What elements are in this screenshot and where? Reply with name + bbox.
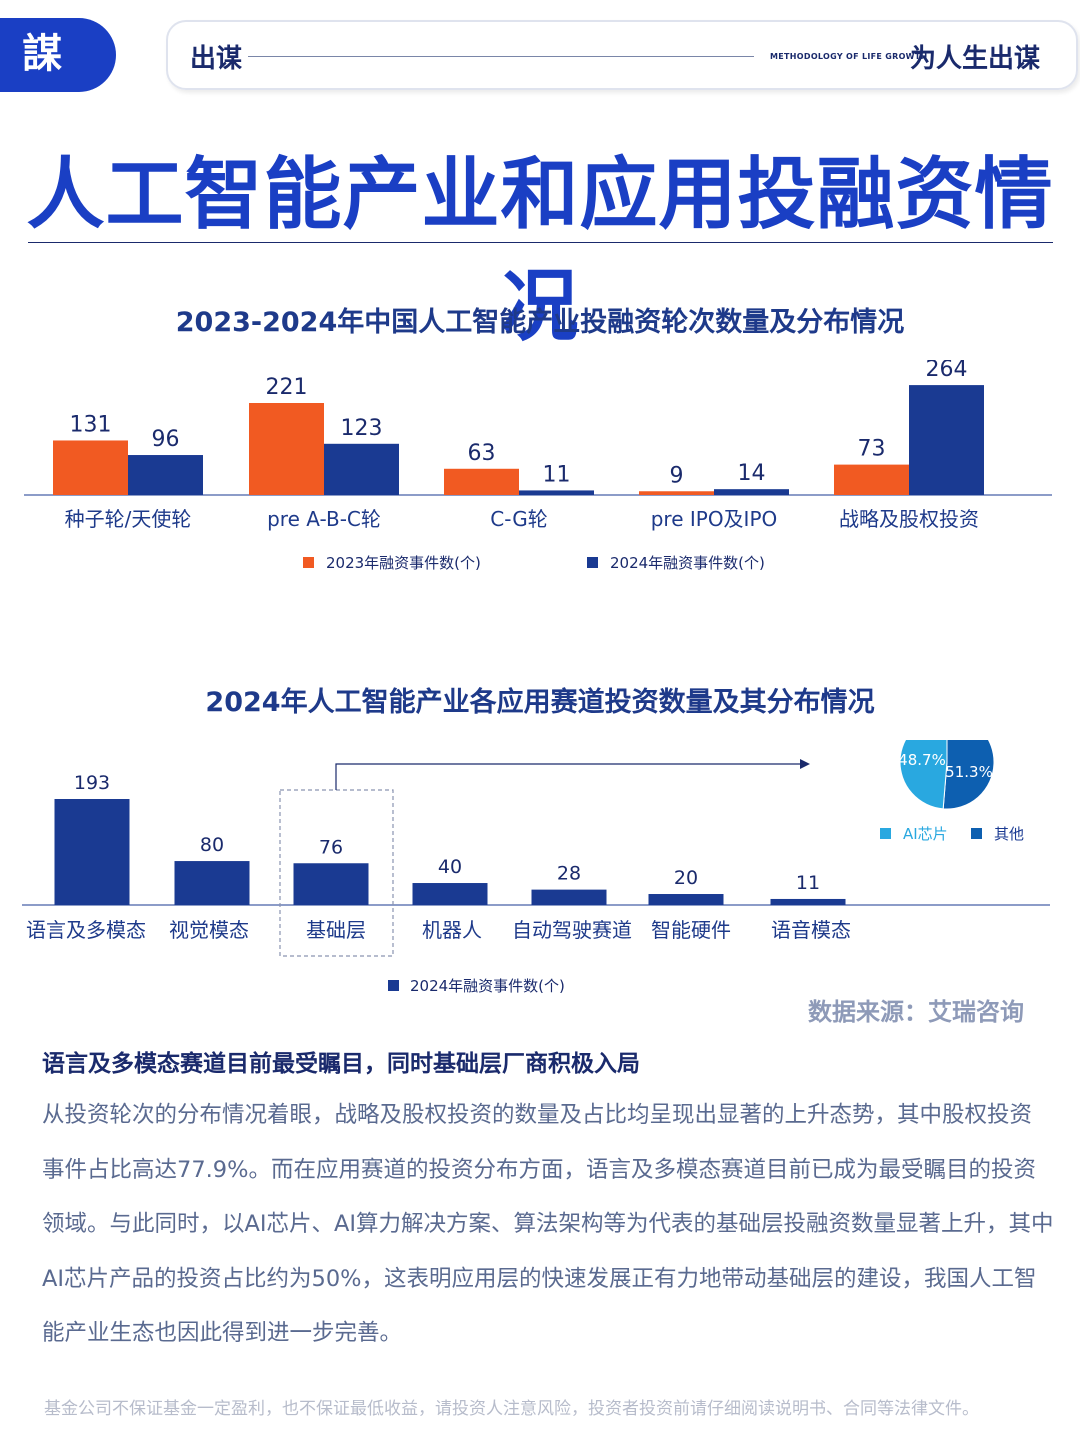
chart2-bar: [531, 889, 607, 905]
chart2-data-label: 28: [557, 863, 581, 885]
chart1-data-label: 11: [543, 462, 571, 487]
chart1-tick-label: 战略及股权投资: [839, 507, 979, 531]
chart2-bar: [293, 863, 369, 905]
brand-logo: 謀: [0, 18, 116, 92]
chart2-bar: [648, 894, 724, 905]
chart2-legend-swatch: [388, 980, 399, 991]
header-banner: [166, 20, 1078, 90]
chart1-bar: [639, 491, 714, 495]
chart1-legend-label: 2024年融资事件数(个): [610, 554, 765, 572]
chart1: 131 96 种子轮/天使轮 221 123 pre A-B-C轮 63 11 C-G轮 9 14 p…: [24, 360, 1052, 572]
logo-mark: 謀: [22, 31, 62, 77]
chart1-bar: [909, 385, 984, 495]
chart2-tick-label: 机器人: [422, 918, 482, 942]
chart1-bar: [128, 455, 203, 495]
title-rule: [28, 242, 1053, 243]
pie-legend-label: 其他: [994, 825, 1024, 843]
chart1-bar: [714, 489, 789, 495]
chart1-data-label: 73: [858, 437, 886, 462]
chart1-bar: [53, 440, 128, 495]
pie-slice-other: [942, 740, 995, 810]
pie-legend-swatch: [880, 828, 891, 839]
chart2-data-label: 80: [200, 834, 224, 856]
chart1-data-label: 96: [152, 427, 180, 452]
header-tagline: METHODOLOGY OF LIFE GROWTH: [770, 52, 928, 61]
chart1-bar: [519, 490, 594, 495]
highlight-arrow-line: [335, 763, 800, 790]
chart2-tick-label: 视觉模态: [169, 918, 249, 942]
chart2-tick-label: 自动驾驶赛道: [512, 918, 632, 942]
chart2-legend-label: 2024年融资事件数(个): [410, 977, 565, 995]
chart2-tick-label: 语音模态: [771, 918, 851, 942]
chart1-tick-label: C-G轮: [490, 507, 547, 531]
pie-legend-label: AI芯片: [903, 825, 948, 843]
chart2-tick-label: 基础层: [306, 918, 366, 942]
header-right-text: 为人生出谋: [910, 44, 1041, 74]
pie-slice-ai-chip: [899, 740, 948, 810]
chart1-data-label: 9: [670, 463, 684, 488]
section-subhead: 语言及多模态赛道目前最受瞩目，同时基础层厂商积极入局: [42, 1051, 640, 1077]
chart1-bar: [444, 468, 519, 495]
chart2-data-label: 20: [674, 867, 698, 889]
data-source: 数据来源：艾瑞咨询: [808, 998, 1024, 1026]
header-divider: [248, 56, 754, 57]
chart2-tick-label: 智能硬件: [651, 918, 731, 942]
chart2-tick-label: 语言及多模态: [26, 918, 146, 942]
header-left-text: 出谋: [190, 44, 243, 74]
chart2-bar: [174, 861, 250, 905]
chart2-data-label: 193: [74, 772, 110, 794]
chart1-data-label: 131: [70, 412, 112, 437]
body-paragraph: 从投资轮次的分布情况着眼，战略及股权投资的数量及占比均呈现出显著的上升态势，其中…: [42, 1102, 1054, 1346]
chart1-data-label: 264: [926, 360, 968, 382]
chart1-data-label: 123: [341, 416, 383, 441]
pie-label-other: 51.3%: [945, 763, 993, 781]
pie-legend-swatch: [971, 828, 982, 839]
disclaimer: 基金公司不保证基金一定盈利，也不保证最低收益，请投资人注意风险，投资者投资前请仔…: [44, 1399, 979, 1419]
highlight-arrow-head: [800, 759, 810, 769]
pie-label-ai-chip: 48.7%: [898, 751, 946, 769]
chart2-bar: [54, 799, 130, 905]
chart1-title: 2023-2024年中国人工智能产业投融资轮次数量及分布情况: [175, 307, 905, 338]
chart1-tick-label: pre A-B-C轮: [267, 507, 381, 531]
chart2: 193 语言及多模态 80 视觉模态 76 基础层 40 机器人 28 自动驾驶赛道 20 智能硬件 1…: [22, 740, 1050, 995]
chart1-legend-label: 2023年融资事件数(个): [326, 554, 481, 572]
chart1-data-label: 14: [738, 461, 766, 486]
chart2-data-label: 11: [796, 872, 820, 894]
chart1-tick-label: pre IPO及IPO: [651, 507, 778, 531]
page-title: 人工智能产业和应用投融资情况: [26, 150, 1054, 352]
chart2-bar: [412, 883, 488, 905]
chart1-legend-swatch: [303, 557, 314, 568]
chart1-legend-swatch: [587, 557, 598, 568]
chart2-data-label: 40: [438, 856, 462, 878]
chart2-bar: [770, 898, 846, 905]
chart1-tick-label: 种子轮/天使轮: [65, 507, 192, 531]
chart2-title: 2024年人工智能产业各应用赛道投资数量及其分布情况: [205, 687, 875, 718]
chart1-bar: [249, 403, 324, 495]
chart2-data-label: 76: [319, 836, 343, 858]
chart1-data-label: 63: [468, 441, 496, 466]
chart1-bar: [834, 464, 909, 495]
chart1-bar: [324, 443, 399, 495]
chart1-data-label: 221: [266, 375, 308, 400]
